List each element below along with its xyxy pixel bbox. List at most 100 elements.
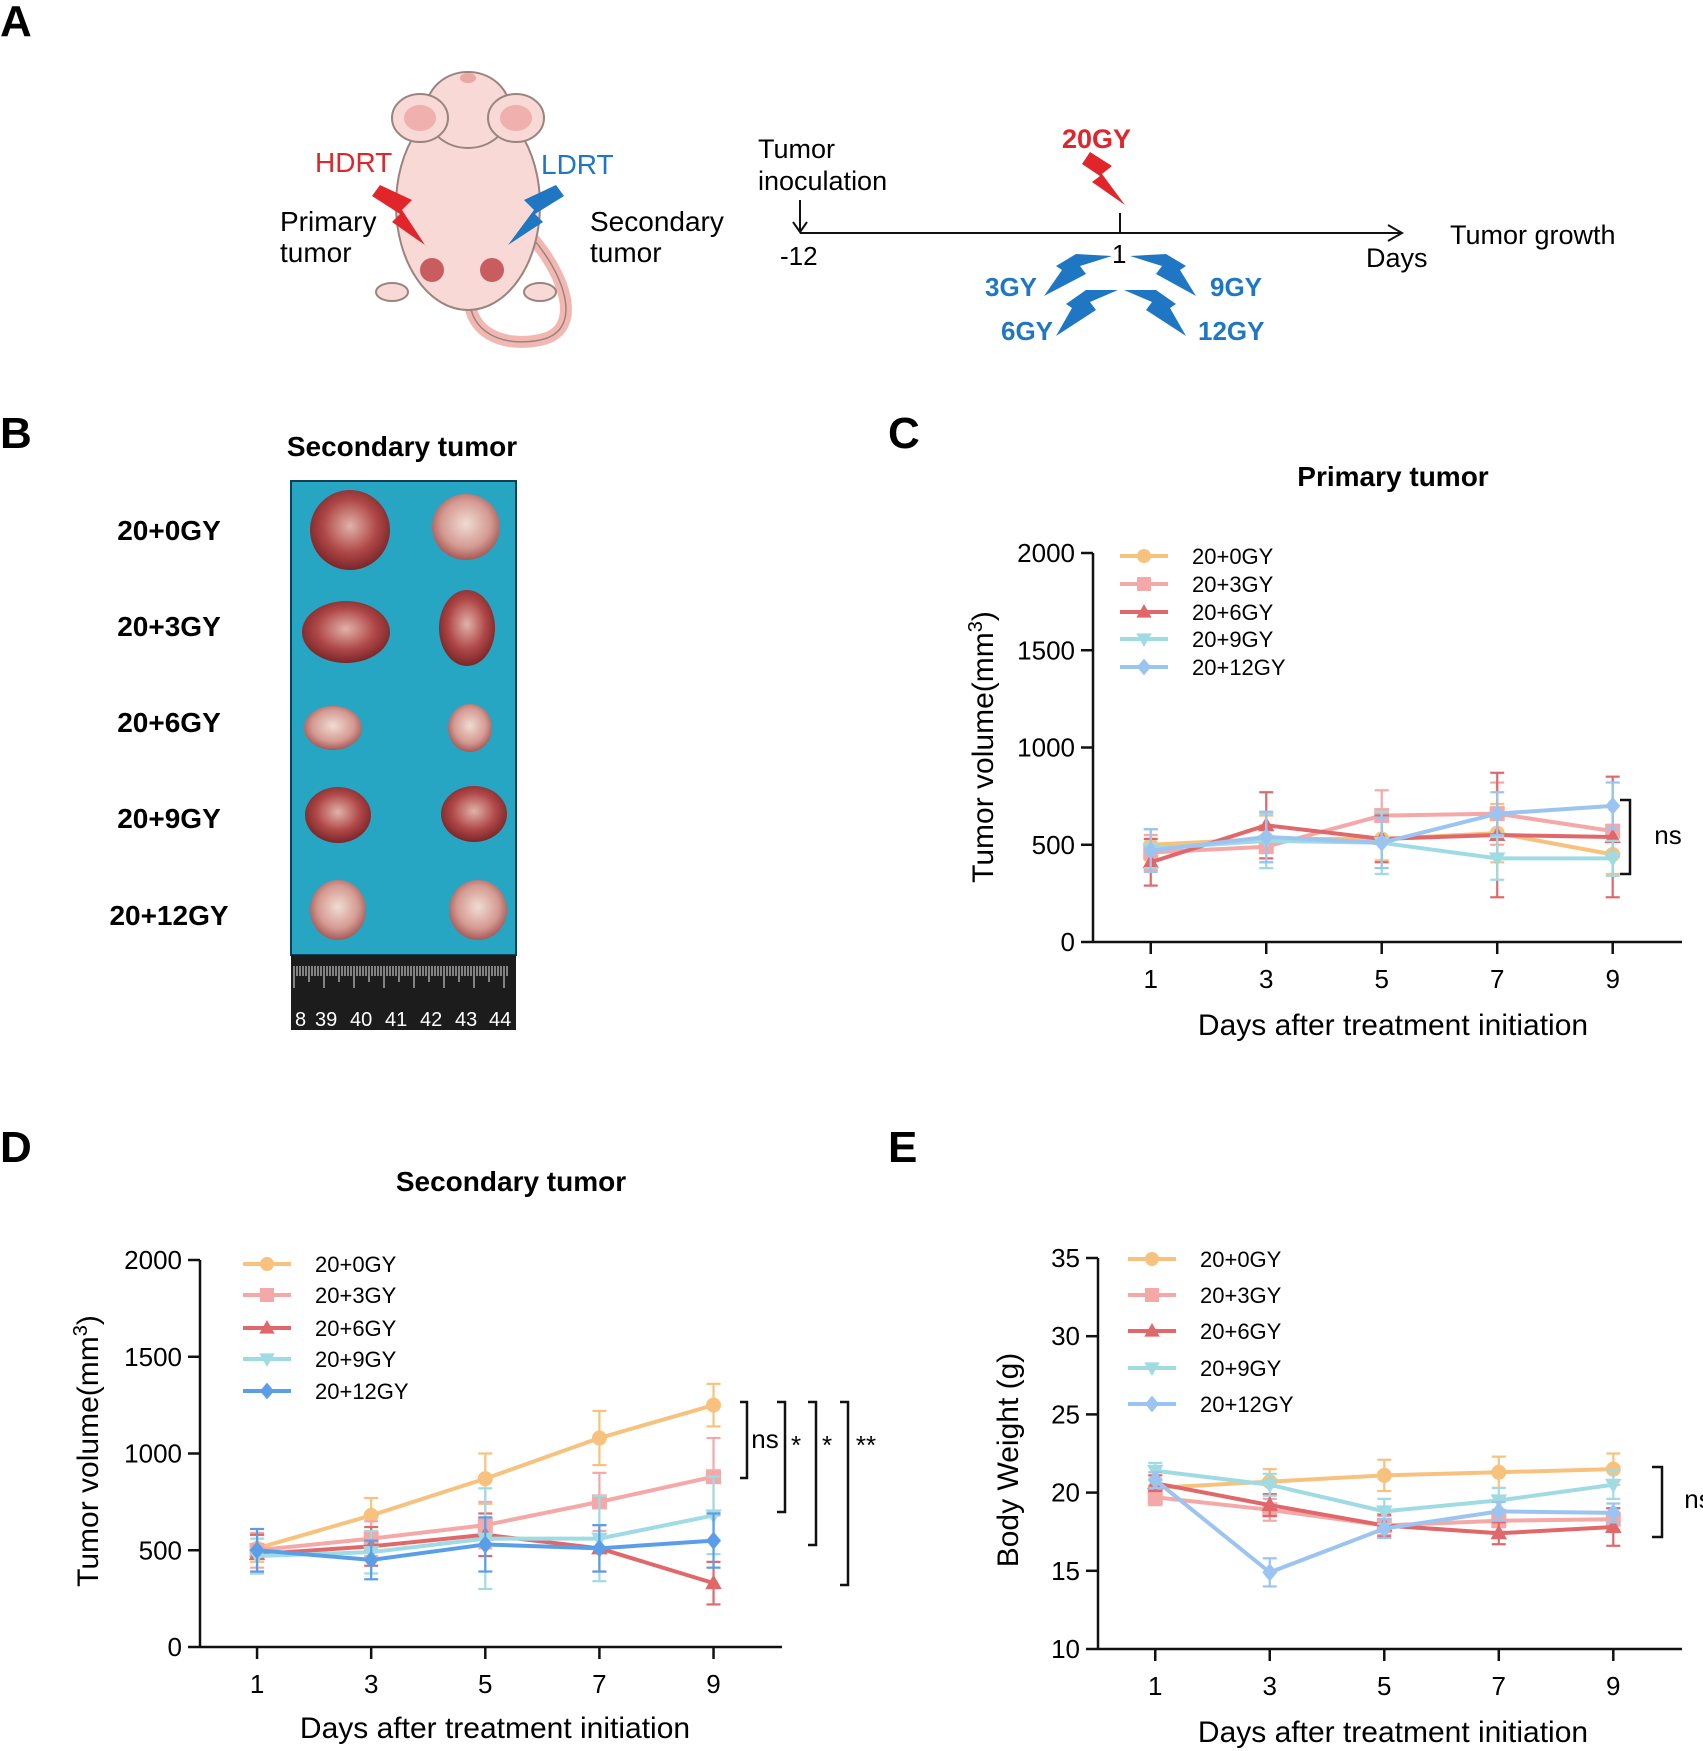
tumor-inoculation-label-line2: inoculation bbox=[758, 166, 887, 196]
tumor-6gy-b bbox=[448, 704, 492, 752]
data-point bbox=[1147, 1471, 1163, 1490]
y-tick-label-0: 10 bbox=[1051, 1634, 1080, 1664]
mouse-ear-inner-left bbox=[404, 105, 436, 131]
data-point bbox=[1143, 841, 1159, 860]
dose-6gy-label: 6GY bbox=[1001, 316, 1053, 346]
panel-b-label: B bbox=[0, 409, 32, 458]
hdrt-lightning-icon bbox=[372, 185, 425, 245]
data-point bbox=[1605, 1478, 1622, 1494]
y-tick-label-4: 30 bbox=[1051, 1321, 1080, 1351]
data-point bbox=[1261, 1478, 1279, 1494]
x-tick-label-4: 9 bbox=[1605, 964, 1619, 994]
y-axis-label-text: Body Weight (g) bbox=[992, 1353, 1025, 1568]
panel-c-label: C bbox=[888, 409, 920, 458]
data-point bbox=[1604, 828, 1621, 843]
legend-label-20+9GY: 20+9GY bbox=[315, 1347, 397, 1372]
tumor-photo: 8 39 40 41 42 43 44 bbox=[290, 480, 517, 1031]
data-point bbox=[1376, 1505, 1393, 1520]
y-axis-label-sup: 3 bbox=[965, 621, 987, 632]
legend-marker-20+3GY bbox=[1137, 577, 1151, 591]
ldrt-label: LDRT bbox=[541, 149, 614, 180]
data-point bbox=[591, 1430, 607, 1446]
y-tick-label-2: 20 bbox=[1051, 1478, 1080, 1508]
legend-label-20+6GY: 20+6GY bbox=[1200, 1319, 1282, 1344]
inoculation-arrowhead bbox=[792, 221, 808, 234]
data-point bbox=[1605, 796, 1621, 815]
significance-bracket-2 bbox=[808, 1400, 818, 1547]
legend-label-20+3GY: 20+3GY bbox=[315, 1283, 397, 1308]
significance-label-0: ns bbox=[751, 1424, 778, 1454]
data-marks bbox=[1142, 771, 1621, 899]
secondary-tumor-label-line1: Secondary bbox=[590, 206, 724, 237]
data-point bbox=[363, 1507, 379, 1523]
dose-20gy-label: 20GY bbox=[1062, 124, 1131, 154]
mouse-ear-inner-right bbox=[500, 105, 532, 131]
ruler-label-0: 8 bbox=[295, 1009, 306, 1031]
tumor-inoculation-label-line1: Tumor bbox=[758, 134, 835, 164]
legend-marker-20+3GY bbox=[1145, 1288, 1159, 1302]
x-tick-label-1: 3 bbox=[1263, 1671, 1277, 1701]
panel-b-title: Secondary tumor bbox=[287, 431, 517, 462]
data-marks bbox=[248, 1382, 722, 1606]
legend-label-20+12GY: 20+12GY bbox=[315, 1379, 409, 1404]
ldrt-lightning-icon bbox=[508, 185, 564, 245]
x-tick-label-1: 3 bbox=[364, 1669, 378, 1699]
mouse-foot-right bbox=[523, 282, 557, 302]
data-point bbox=[1491, 1464, 1507, 1480]
x-tick-label-2: 5 bbox=[478, 1669, 492, 1699]
tumor-3gy-a bbox=[302, 601, 390, 663]
data-point bbox=[1374, 833, 1390, 852]
legend-label-20+0GY: 20+0GY bbox=[1200, 1247, 1282, 1272]
tumor-growth-label: Tumor growth bbox=[1450, 220, 1616, 250]
tumor-6gy-a bbox=[304, 706, 362, 750]
x-axis-label: Days after treatment initiation bbox=[300, 1712, 690, 1745]
significance-annotations: ns bbox=[1620, 798, 1682, 876]
legend-marker-20+6GY bbox=[259, 1319, 275, 1334]
y-axis-label-sup: 3 bbox=[70, 1325, 92, 1336]
dose-3gy-lightning-icon bbox=[1044, 254, 1112, 296]
x-axis-label: Days after treatment initiation bbox=[1198, 1716, 1588, 1749]
legend-marker-20+6GY bbox=[1136, 603, 1152, 618]
ruler-label-2: 40 bbox=[350, 1009, 372, 1031]
tumor-0gy-b bbox=[432, 494, 500, 560]
photo-row-label-2: 20+6GY bbox=[117, 707, 221, 738]
data-point bbox=[1147, 1489, 1163, 1505]
data-point bbox=[1604, 852, 1621, 867]
significance-label-0: ns bbox=[1684, 1484, 1703, 1514]
x-tick-label-3: 7 bbox=[592, 1669, 606, 1699]
y-tick-label-2: 1000 bbox=[124, 1439, 182, 1469]
dose-3gy-label: 3GY bbox=[985, 272, 1037, 302]
photo-row-label-0: 20+0GY bbox=[117, 515, 221, 546]
primary-tumor-label-line2: tumor bbox=[280, 237, 352, 268]
significance-bracket-0 bbox=[740, 1400, 749, 1480]
significance-bracket-0 bbox=[1620, 798, 1632, 876]
timeline-days-label: Days bbox=[1366, 243, 1428, 273]
data-point bbox=[249, 1541, 265, 1560]
y-axis-label-end: ) bbox=[72, 1315, 105, 1325]
panel-d-label: D bbox=[0, 1123, 32, 1172]
x-tick-label-3: 7 bbox=[1492, 1671, 1506, 1701]
significance-label-2: * bbox=[822, 1430, 832, 1460]
data-point bbox=[1605, 1518, 1622, 1534]
dose-12gy-lightning-icon bbox=[1124, 290, 1186, 336]
tumor-9gy-b bbox=[441, 786, 507, 842]
data-point bbox=[1258, 827, 1274, 846]
x-tick-label-0: 1 bbox=[1144, 964, 1158, 994]
legend-marker-20+0GY bbox=[1137, 549, 1151, 563]
legend-marker-20+9GY bbox=[259, 1353, 275, 1368]
legend-label-20+12GY: 20+12GY bbox=[1192, 655, 1286, 680]
secondary-tumor-label-line2: tumor bbox=[590, 237, 662, 268]
y-axis-label: Tumor volume(mm3) bbox=[70, 1315, 105, 1587]
mouse-nose bbox=[460, 73, 476, 83]
dose-12gy-label: 12GY bbox=[1198, 316, 1265, 346]
legend-label-20+9GY: 20+9GY bbox=[1200, 1356, 1282, 1381]
x-tick-label-2: 5 bbox=[1374, 964, 1388, 994]
data-point bbox=[1491, 1502, 1507, 1521]
data-point bbox=[477, 1471, 493, 1487]
dose-6gy-lightning-icon bbox=[1056, 290, 1118, 336]
legend-label-20+0GY: 20+0GY bbox=[1192, 544, 1274, 569]
